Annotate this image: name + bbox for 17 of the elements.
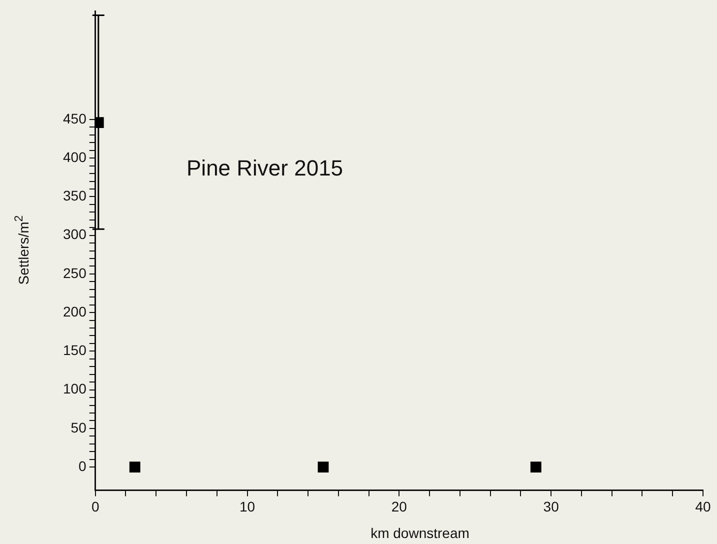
y-tick-label: 350 — [63, 188, 87, 204]
y-tick-label: 450 — [63, 110, 87, 126]
y-tick-label: 100 — [63, 380, 87, 397]
y-tick-label: 400 — [63, 148, 87, 165]
y-tick-label: 50 — [70, 419, 87, 436]
x-tick-label: 10 — [239, 498, 256, 514]
y-tick-label: 300 — [63, 226, 87, 242]
x-tick-label: 20 — [391, 498, 408, 514]
y-tick-label: 250 — [63, 264, 87, 281]
x-tick-label: 40 — [695, 498, 711, 514]
y-tick-label: 150 — [63, 342, 87, 358]
y-tick-label: 0 — [78, 458, 87, 474]
x-axis-title: km downstream — [370, 525, 470, 541]
x-tick-label: 0 — [91, 498, 100, 514]
y-tick-label: 200 — [63, 303, 87, 320]
annotation: Pine River 2015 — [186, 155, 344, 180]
x-tick-label: 30 — [543, 498, 560, 514]
